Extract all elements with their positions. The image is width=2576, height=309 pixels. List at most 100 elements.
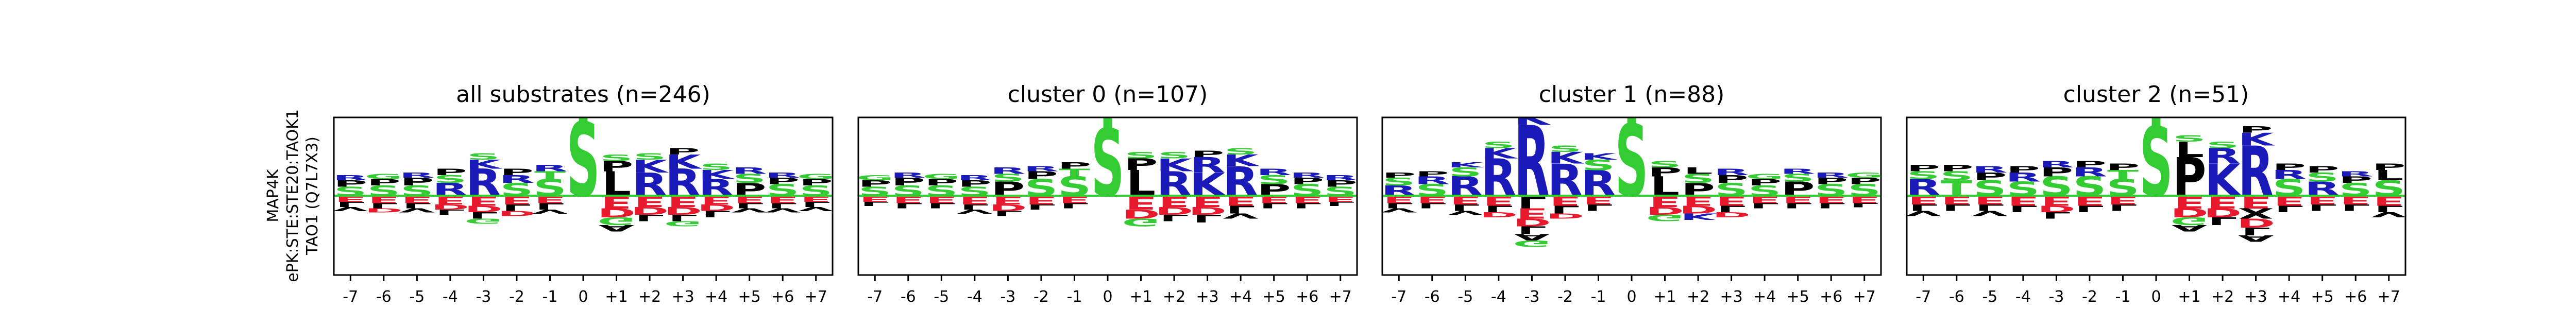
logo-letter-D: D (1712, 211, 1750, 219)
logo-letter-E: E (1941, 194, 1972, 207)
logo-letter-V: V (798, 205, 834, 212)
logo-letter-V: V (765, 207, 801, 213)
logo-letter-P: P (1748, 177, 1782, 187)
x-tick-label: -3 (2048, 288, 2064, 306)
logo-letter-P: P (1290, 176, 1324, 186)
logo-letter-E: E (401, 195, 433, 205)
logo-letter-E: E (1749, 195, 1781, 205)
logo-letter-P: P (1648, 165, 1682, 180)
panel-title: cluster 2 (n=51) (2063, 81, 2249, 108)
logo-letter-P: P (2040, 165, 2074, 180)
logo-letter-E: E (1450, 194, 1481, 207)
logo-letter-V: V (957, 208, 992, 214)
logo-letter-E: E (767, 195, 799, 205)
logo-letter-L: L (2175, 138, 2204, 162)
x-tick-label: -7 (1916, 288, 1931, 306)
logo-letter-K: K (2238, 129, 2276, 150)
logo-letter-P: P (433, 167, 467, 177)
panel-title: all substrates (n=246) (456, 81, 710, 108)
logo-letter-T: T (1059, 167, 1090, 179)
logo-letter-L: L (2341, 202, 2370, 213)
logo-letter-L: L (960, 203, 989, 211)
logo-letter-E: E (434, 194, 466, 207)
logo-column: RSK EL (1581, 151, 1618, 212)
logo-letter-L: L (1942, 202, 1971, 213)
logo-letter-P: P (858, 179, 892, 189)
x-tick-label: +6 (1296, 288, 1318, 306)
logo-letter-S: S (1449, 165, 1482, 180)
logo-letter-L: L (2042, 210, 2071, 220)
logo-letter-S: S (600, 153, 633, 163)
logo-letter-P: P (1191, 149, 1225, 159)
logo-letter-P: P (1848, 176, 1882, 186)
logo-letter-V: V (1972, 209, 2008, 217)
x-tick-label: +3 (1720, 288, 1742, 306)
logo-letter-E: E (1258, 195, 1290, 205)
logo-letter-P: P (2073, 159, 2107, 169)
logo-panel-0: all substrates (n=246)SPRELVSPGELDSPRELV… (333, 81, 834, 306)
logo-letter-S: S (1549, 144, 1582, 154)
logo-letter-R: R (990, 166, 1026, 176)
logo-letter-L: L (402, 201, 432, 210)
logo-letter-S: S (1482, 140, 1515, 150)
logo-letter-R: R (1256, 167, 1292, 177)
x-tick-label: +5 (1263, 288, 1285, 306)
panel-title: cluster 1 (n=88) (1539, 81, 1725, 108)
logo-letter-G: G (664, 219, 702, 228)
x-tick-label: +7 (805, 288, 827, 306)
logo-letter-S: S (2040, 171, 2073, 202)
logo-letter-K: K (1190, 167, 1227, 203)
x-tick-label: -3 (1000, 288, 1015, 306)
x-tick-label: +4 (1229, 288, 1252, 306)
logo-letter-E: E (534, 195, 566, 205)
logo-letter-E: E (1383, 195, 1415, 205)
x-tick-label: -6 (1425, 288, 1440, 306)
logo-letter-D: D (1122, 207, 1160, 221)
logo-letter-L: L (1126, 163, 1156, 204)
logo-letter-D: D (631, 204, 669, 217)
logo-letter-P: P (1124, 155, 1158, 174)
logo-letter-L: L (1684, 166, 1713, 176)
logo-letter-E: E (1325, 195, 1356, 203)
logo-letter-L: L (2108, 202, 2138, 213)
logo-letter-D: D (2037, 203, 2075, 214)
logo-letter-V: V (2371, 211, 2407, 219)
logo-letter-D: D (2236, 216, 2275, 230)
logo-letter-P: P (2239, 125, 2273, 135)
logo-letter-K: K (632, 156, 669, 177)
x-tick-label: -5 (1982, 288, 1997, 306)
logo-letter-R: R (1547, 155, 1583, 207)
logo-letter-R: R (1780, 167, 1816, 176)
logo-letter-L: L (927, 201, 956, 210)
logo-letter-S: S (2007, 178, 2040, 200)
logo-letter-P: P (799, 177, 833, 187)
logo-letter-R: R (665, 162, 701, 204)
logo-letter-E: E (1416, 195, 1448, 205)
logo-letter-R: R (1714, 167, 1749, 177)
logo-letter-S: S (1091, 110, 1124, 218)
logo-letter-V: V (1448, 210, 1483, 216)
logo-letter-E: E (2107, 194, 2139, 207)
logo-letter-L: L (702, 209, 731, 219)
logo-letter-D: D (2204, 205, 2242, 220)
logo-letter-G: G (1845, 171, 1883, 180)
logo-column: ST (567, 117, 600, 220)
